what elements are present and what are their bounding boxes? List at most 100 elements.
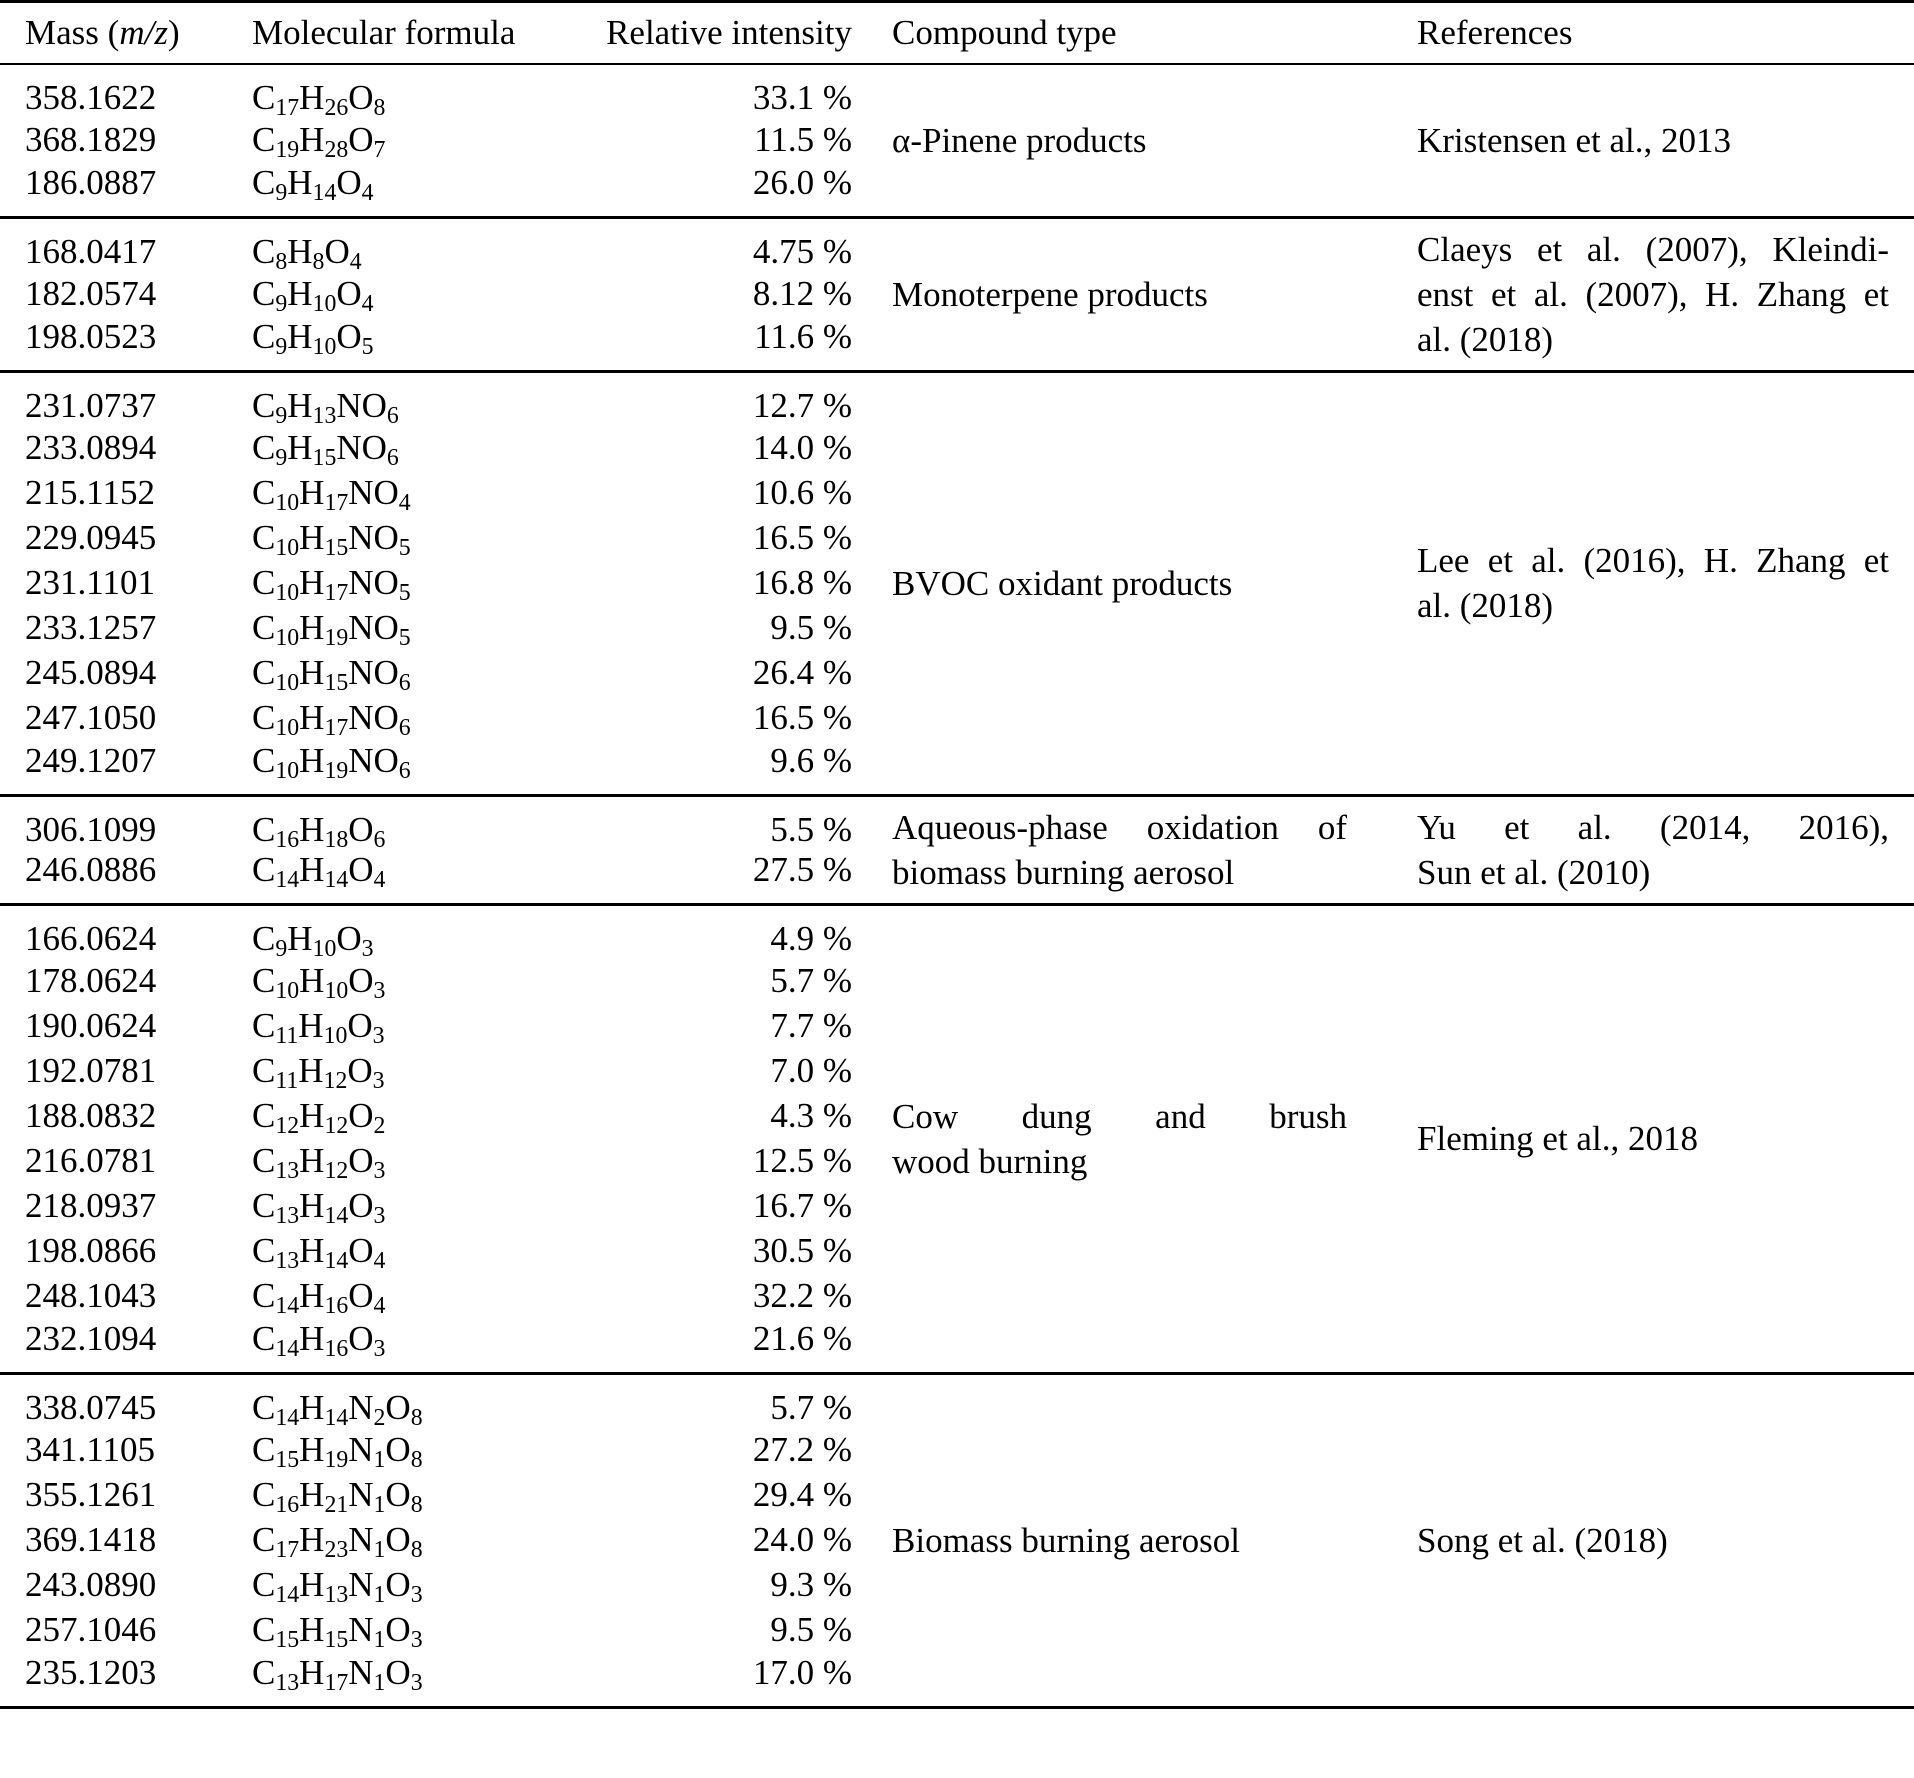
formula-subscript: 10: [275, 978, 300, 1005]
formula-subscript: 14: [324, 1203, 349, 1230]
formula-subscript: 8: [410, 1492, 423, 1519]
formula-subscript: 15: [324, 535, 349, 562]
references-cell-line: Kristensen et al., 2013: [1417, 120, 1731, 160]
intensity-cell: 33.1 %: [752, 77, 852, 117]
formula-cell: C10H10O3: [252, 961, 386, 1005]
references-cell-line: Lee et al. (2016), H. Zhang et: [1417, 541, 1889, 580]
table-row: 188.0832 C12H12O2 4.3 %: [0, 1094, 1914, 1139]
table-row: 306.1099 C16H18O6 5.5 % Aqueous-phase oxida…: [0, 795, 1914, 892]
formula-cell: C14H14N2O8: [252, 1387, 423, 1431]
mass-cell: 216.0781: [25, 1141, 157, 1180]
compound-type-cell-line: biomass burning aerosol: [892, 852, 1235, 892]
formula-subscript: 17: [324, 580, 349, 607]
formula-cell: C8H8O4: [252, 231, 362, 275]
references-cell-line: Fleming et al., 2018: [1417, 1119, 1698, 1158]
formula-cell: C14H16O3: [252, 1318, 386, 1362]
formula-subscript: 10: [324, 978, 349, 1005]
formula-subscript: 9: [275, 935, 288, 962]
header-references: References: [1417, 12, 1573, 52]
references-cell-line: Claeys et al. (2007), Kleindi-: [1417, 229, 1889, 269]
intensity-cell: 32.2 %: [752, 1276, 852, 1315]
header-mass-post: ): [167, 12, 180, 52]
mass-cell: 257.1046: [25, 1610, 157, 1649]
references-cell: Fleming et al., 2018: [1417, 904, 1914, 1373]
references-cell-line: Sun et al. (2010): [1417, 852, 1651, 892]
mass-cell: 338.0745: [25, 1387, 157, 1427]
formula-cell: C11H12O3: [252, 1051, 385, 1095]
intensity-cell: 7.7 %: [770, 1006, 852, 1045]
mass-cell: 188.0832: [25, 1096, 157, 1135]
formula-subscript: 2: [373, 1404, 386, 1431]
formula-subscript: 3: [410, 1582, 423, 1609]
table-row: 247.1050 C10H17NO6 16.5 %: [0, 696, 1914, 741]
intensity-cell: 30.5 %: [752, 1231, 852, 1270]
table-row: 233.1257 C10H19NO5 9.5 %: [0, 606, 1914, 651]
formula-subscript: 17: [275, 1537, 300, 1564]
table-row: 190.0624 C11H10O3 7.7 %: [0, 1004, 1914, 1049]
references-cell: Yu et al. (2014, 2016), Sun et al. (2010): [1417, 795, 1914, 904]
formula-subscript: 14: [275, 1293, 300, 1320]
compound-type-cell-line: BVOC oxidant products: [892, 563, 1233, 603]
formula-subscript: 17: [324, 715, 349, 742]
formula-subscript: 6: [398, 670, 411, 697]
intensity-cell: 9.5 %: [770, 608, 852, 647]
formula-subscript: 14: [275, 1582, 300, 1609]
intensity-cell: 14.0 %: [752, 428, 852, 467]
formula-subscript: 8: [275, 248, 288, 275]
formula-subscript: 16: [324, 1335, 349, 1362]
table-row: 338.0745 C14H14N2O8 5.7 % Biomass burning a…: [0, 1373, 1914, 1560]
formula-cell: C9H13NO6: [252, 385, 399, 429]
table-section: 306.1099 C16H18O6 5.5 % Aqueous-phase oxida…: [0, 795, 1914, 904]
formula-subscript: 8: [410, 1447, 423, 1474]
intensity-cell: 12.7 %: [752, 385, 852, 425]
mass-cell: 245.0894: [25, 653, 157, 692]
formula-subscript: 10: [312, 291, 337, 318]
formula-subscript: 6: [386, 445, 399, 472]
formula-subscript: 1: [373, 1669, 386, 1696]
formula-cell: C9H10O3: [252, 918, 374, 962]
formula-subscript: 5: [398, 625, 411, 652]
mass-cell: 182.0574: [25, 274, 157, 313]
mass-cell: 215.1152: [25, 473, 155, 512]
mass-cell: 235.1203: [25, 1652, 157, 1692]
formula-subscript: 13: [275, 1669, 300, 1696]
formula-subscript: 18: [324, 826, 349, 853]
intensity-cell: 16.7 %: [752, 1186, 852, 1225]
formula-subscript: 1: [373, 1492, 386, 1519]
mass-cell: 229.0945: [25, 518, 157, 557]
mass-cell: 192.0781: [25, 1051, 157, 1090]
formula-cell: C12H12O2: [252, 1096, 386, 1140]
table-row: 248.1043 C14H16O4 32.2 %: [0, 1274, 1914, 1319]
references-cell-line: Song et al. (2018): [1417, 1520, 1668, 1560]
mass-cell: 306.1099: [25, 809, 157, 849]
intensity-cell: 16.5 %: [752, 518, 852, 557]
formula-subscript: 5: [361, 333, 374, 360]
compound-type-cell-line: wood burning: [892, 1141, 1088, 1181]
table-row: 231.0737 C9H13NO6 12.7 % BVOC oxidant produ…: [0, 371, 1914, 626]
formula-subscript: 13: [275, 1203, 300, 1230]
formula-subscript: 4: [361, 179, 374, 206]
formula-subscript: 8: [410, 1537, 423, 1564]
formula-subscript: 28: [324, 137, 349, 164]
formula-subscript: 12: [324, 1158, 349, 1185]
table-row: 215.1152 C10H17NO4 10.6 %: [0, 471, 1914, 516]
formula-subscript: 14: [324, 1248, 349, 1275]
compound-type-cell-line: Monoterpene products: [892, 274, 1208, 314]
formula-subscript: 14: [324, 1404, 349, 1431]
formula-cell: C17H26O8: [252, 77, 386, 121]
formula-subscript: 8: [373, 94, 386, 121]
mass-cell: 246.0886: [25, 849, 157, 889]
formula-cell: C10H19NO5: [252, 608, 411, 652]
table-row: 216.0781 C13H12O3 12.5 %: [0, 1139, 1914, 1184]
mass-cell: 178.0624: [25, 961, 157, 1000]
header-mass-pre: Mass (: [25, 12, 120, 52]
formula-subscript: 3: [373, 1203, 386, 1230]
header-mass-mz: m/z: [119, 12, 168, 52]
formula-subscript: 2: [373, 1113, 386, 1140]
table-row: 178.0624 C10H10O3 5.7 %: [0, 959, 1914, 1004]
references-cell: Kristensen et al., 2013: [1417, 64, 1914, 218]
mass-cell: 198.0523: [25, 316, 157, 356]
formula-subscript: 13: [312, 402, 337, 429]
formula-subscript: 3: [410, 1627, 423, 1654]
formula-cell: C14H13N1O3: [252, 1565, 423, 1609]
